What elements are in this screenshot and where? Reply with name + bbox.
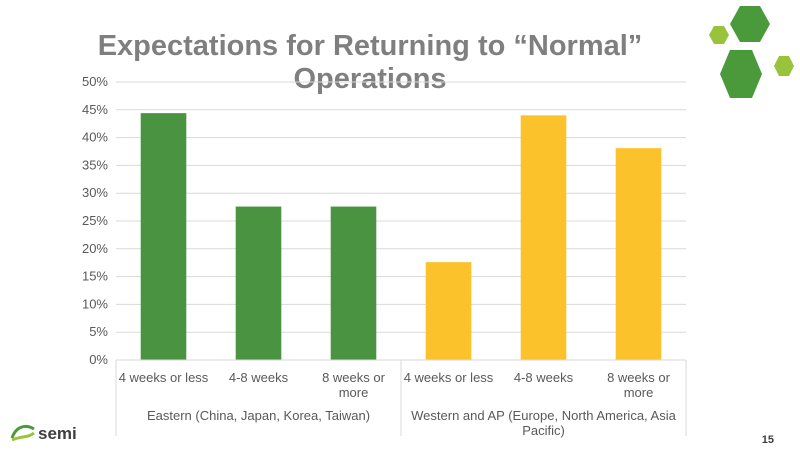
semi-logo: semi <box>8 420 88 451</box>
bar <box>140 113 187 360</box>
bar <box>330 206 377 360</box>
hexagon-top-right <box>730 6 770 42</box>
category-label: 4 weeks or less <box>404 370 494 385</box>
chart-title-line-1: Expectations for Returning to “Normal” <box>97 30 643 62</box>
y-tick-label: 35% <box>82 157 108 172</box>
y-tick-label: 0% <box>89 352 108 367</box>
y-tick-label: 5% <box>89 324 108 339</box>
page-number: 15 <box>761 434 774 446</box>
y-tick-label: 40% <box>82 130 108 145</box>
logo-text: semi <box>38 424 77 443</box>
hexagon-small-right <box>774 56 794 76</box>
category-label: 4-8 weeks <box>229 370 289 385</box>
hexagon-decoration-icon <box>709 6 794 98</box>
category-label: 4-8 weeks <box>514 370 574 385</box>
bar <box>235 206 282 360</box>
category-label: 8 weeks or more <box>322 370 386 400</box>
y-tick-label: 10% <box>82 296 108 311</box>
hexagon-small-left <box>709 26 729 44</box>
group-label: Eastern (China, Japan, Korea, Taiwan) <box>147 408 370 423</box>
category-axis: 4 weeks or less 4-8 weeks 8 weeks or more Ea… <box>115 359 687 438</box>
y-tick-label: 25% <box>82 213 108 228</box>
category-label: 8 weeks or more <box>607 370 671 400</box>
chart-title: Expectations for Returning to “Normal” O… <box>60 30 680 96</box>
bar <box>615 148 662 360</box>
y-tick-label: 50% <box>82 74 108 89</box>
chart-title-line-2: Operations <box>293 63 447 95</box>
bar <box>520 115 567 360</box>
y-tick-label: 15% <box>82 269 108 284</box>
group-label: Western and AP (Europe, North America, A… <box>411 408 676 438</box>
semi-logo-icon: semi <box>10 424 77 443</box>
category-label: 4 weeks or less <box>119 370 209 385</box>
y-tick-label: 30% <box>82 185 108 200</box>
bar <box>425 262 472 360</box>
y-tick-label: 20% <box>82 241 108 256</box>
y-axis-tick-labels: 0% 5% 10% 15% 20% 25% 30% 35% 40% 45% 50% <box>82 74 108 367</box>
y-tick-label: 45% <box>82 102 108 117</box>
bars <box>140 113 662 360</box>
gridlines <box>116 81 686 361</box>
hexagon-bottom <box>720 50 762 98</box>
